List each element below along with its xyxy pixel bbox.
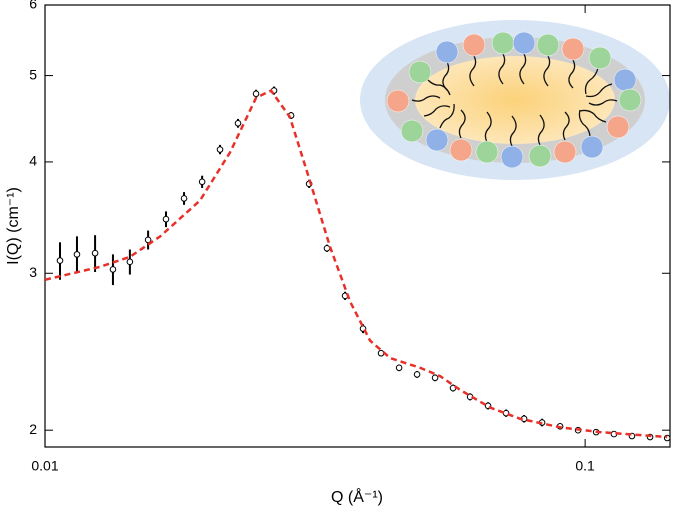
fit-line — [44, 88, 668, 439]
data-point — [198, 178, 206, 186]
data-point — [144, 236, 152, 244]
y-tick-label: 6 — [29, 0, 37, 12]
data-point — [395, 364, 403, 372]
x-tick-label: 0.01 — [31, 458, 58, 474]
y-tick-label: 4 — [29, 153, 37, 169]
data-point — [216, 146, 224, 153]
y-tick-label: 5 — [29, 66, 37, 82]
x-axis-title: Q (Å⁻¹) — [331, 487, 383, 506]
data-point — [56, 257, 64, 264]
data-point — [73, 251, 81, 258]
chains — [411, 53, 618, 147]
data-point — [180, 195, 188, 202]
data-point — [431, 374, 439, 382]
micelle-illustration — [360, 20, 670, 180]
data-point — [323, 244, 331, 252]
head-groups — [386, 31, 642, 169]
data-point — [162, 215, 170, 223]
x-tick-label: 0.1 — [575, 458, 595, 474]
data-point — [91, 249, 99, 257]
data-point — [109, 266, 117, 273]
data-point — [252, 90, 260, 98]
data-point — [126, 258, 134, 266]
core — [415, 56, 615, 144]
y-tick-label: 3 — [29, 264, 37, 280]
y-axis-title: I(Q) (cm⁻¹) — [5, 187, 22, 265]
data-point — [413, 371, 421, 378]
plot-frame — [44, 4, 671, 448]
y-tick-label: 2 — [29, 421, 37, 437]
data-point — [234, 119, 242, 127]
